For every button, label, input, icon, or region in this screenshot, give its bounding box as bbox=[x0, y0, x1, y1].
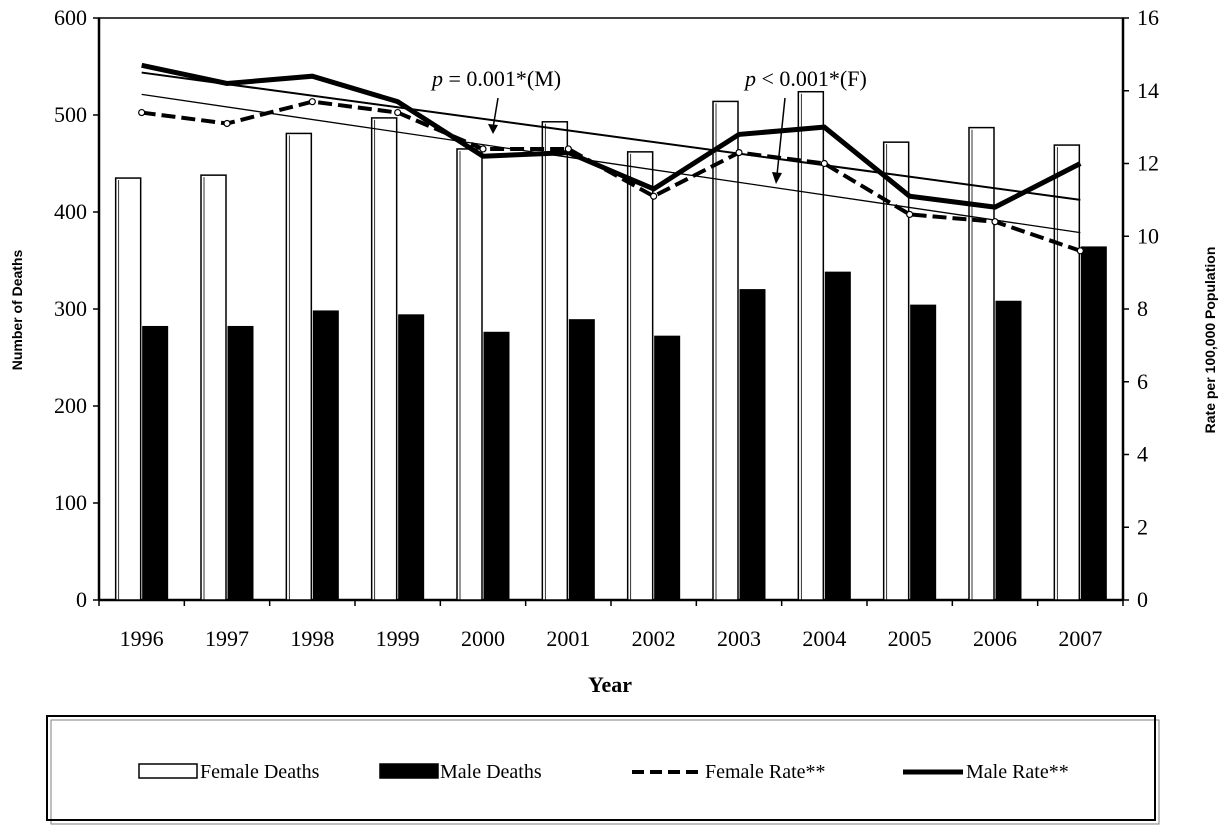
bar-female-deaths bbox=[456, 148, 483, 601]
point-female-rate bbox=[564, 145, 572, 153]
x-tick-label: 2002 bbox=[632, 626, 676, 651]
bar-female-deaths bbox=[200, 174, 227, 601]
bar-male-deaths bbox=[483, 331, 510, 601]
point-female-rate bbox=[394, 108, 402, 117]
bar-male-deaths bbox=[312, 310, 339, 601]
annotation-female-pvalue-rest: < 0.001*(F) bbox=[756, 66, 867, 91]
legend-box-shadow bbox=[50, 719, 1160, 825]
annotation-male-pvalue-p: p bbox=[430, 66, 443, 91]
x-tick-label: 1996 bbox=[120, 626, 164, 651]
annotation-male-pvalue: p = 0.001*(M) bbox=[430, 66, 561, 91]
bar-female-deaths bbox=[968, 126, 995, 601]
trendline-female-rate bbox=[141, 93, 1081, 234]
y-tick-label-left: 200 bbox=[54, 393, 87, 418]
bars bbox=[114, 90, 1107, 601]
y-tick-label-left: 600 bbox=[54, 5, 87, 30]
bar-female-deaths bbox=[626, 151, 654, 601]
legend-box bbox=[46, 715, 1156, 821]
rate-lines bbox=[138, 62, 1084, 255]
x-tick-label: 1999 bbox=[376, 626, 420, 651]
bar-male-deaths bbox=[824, 271, 851, 601]
legend-swatch-male-deaths bbox=[379, 763, 439, 779]
bar-female-deaths bbox=[797, 90, 825, 601]
x-tick-label: 2007 bbox=[1058, 626, 1102, 651]
point-female-rate bbox=[906, 210, 914, 219]
annotation-male-arrow bbox=[492, 97, 499, 129]
point-female-rate bbox=[308, 98, 316, 106]
x-tick-label: 2000 bbox=[461, 626, 505, 651]
y-tick-label-right: 6 bbox=[1137, 369, 1148, 394]
x-tick-label: 2003 bbox=[717, 626, 761, 651]
bar-male-deaths bbox=[995, 300, 1022, 601]
point-female-rate bbox=[479, 145, 487, 153]
bar-female-deaths bbox=[1053, 144, 1081, 601]
bar-female-deaths bbox=[114, 177, 142, 601]
y-tick-label-right: 0 bbox=[1137, 587, 1148, 612]
trendline-male-rate bbox=[141, 71, 1081, 201]
y-tick-label-right: 4 bbox=[1137, 442, 1148, 467]
point-female-rate bbox=[1076, 247, 1084, 255]
point-female-rate bbox=[138, 108, 146, 117]
legend-label-male-deaths: Male Deaths bbox=[440, 761, 542, 783]
bar-female-deaths bbox=[712, 100, 739, 601]
point-female-rate bbox=[735, 148, 743, 157]
x-tick-label: 2006 bbox=[973, 626, 1017, 651]
y-tick-label-right: 8 bbox=[1137, 296, 1148, 321]
point-female-rate bbox=[991, 218, 999, 226]
x-tick-label: 2004 bbox=[802, 626, 846, 651]
y-axis-title-right: Rate per 100,000 Population bbox=[1202, 247, 1218, 434]
y-tick-label-left: 500 bbox=[54, 102, 87, 127]
y-tick-label-right: 16 bbox=[1137, 5, 1159, 30]
line-male-rate bbox=[141, 62, 1082, 210]
legend-label-female-rate: Female Rate** bbox=[705, 761, 826, 783]
x-tick-label: 2001 bbox=[546, 626, 590, 651]
bar-female-deaths bbox=[285, 132, 313, 601]
legend: Female Deaths Male Deaths Female Rate** … bbox=[46, 715, 1160, 825]
annotation-female-pvalue-p: p bbox=[743, 66, 756, 91]
bar-male-deaths bbox=[910, 304, 937, 601]
y-tick-label-left: 100 bbox=[54, 490, 87, 515]
bar-male-deaths bbox=[739, 289, 766, 601]
axes bbox=[93, 17, 1129, 606]
annotation-male-pvalue-rest: = 0.001*(M) bbox=[443, 66, 561, 91]
point-female-rate bbox=[650, 192, 658, 200]
legend-label-female-deaths: Female Deaths bbox=[200, 761, 320, 783]
y-tick-label-left: 400 bbox=[54, 199, 87, 224]
bar-male-deaths bbox=[142, 325, 169, 601]
bar-male-deaths bbox=[568, 319, 595, 601]
x-tick-label: 1997 bbox=[205, 626, 249, 651]
tick-labels: 0 100 200 300 400 500 600 0 2 4 6 8 10 12 14 16 1996 1997… bbox=[54, 5, 1159, 651]
legend-swatch-female-deaths bbox=[138, 763, 198, 779]
annotation-female-arrowhead bbox=[772, 172, 782, 184]
bar-female-deaths bbox=[541, 121, 569, 601]
bar-male-deaths bbox=[398, 314, 425, 601]
bar-female-deaths bbox=[882, 141, 910, 601]
line-female-rate bbox=[141, 99, 1081, 253]
y-tick-label-right: 12 bbox=[1137, 151, 1159, 176]
x-axis-title: Year bbox=[588, 672, 632, 697]
point-female-rate bbox=[820, 159, 828, 168]
y-tick-label-right: 10 bbox=[1137, 223, 1159, 248]
bar-male-deaths bbox=[227, 325, 254, 601]
legend-label-male-rate: Male Rate** bbox=[966, 761, 1069, 783]
y-tick-label-right: 14 bbox=[1137, 78, 1159, 103]
bar-male-deaths bbox=[1080, 246, 1107, 601]
annotation-female-pvalue: p < 0.001*(F) bbox=[743, 66, 867, 91]
annotation-female-arrow bbox=[776, 97, 786, 176]
annotation-male-arrowhead bbox=[488, 124, 498, 134]
bar-male-deaths bbox=[654, 335, 681, 601]
y-tick-label-left: 0 bbox=[76, 587, 87, 612]
bar-female-deaths bbox=[370, 117, 398, 601]
x-tick-label: 2005 bbox=[888, 626, 932, 651]
y-axis-title-left: Number of Deaths bbox=[9, 250, 25, 371]
x-tick-label: 1998 bbox=[290, 626, 334, 651]
y-tick-label-left: 300 bbox=[54, 296, 87, 321]
y-tick-label-right: 2 bbox=[1137, 514, 1148, 539]
point-female-rate bbox=[223, 119, 231, 128]
